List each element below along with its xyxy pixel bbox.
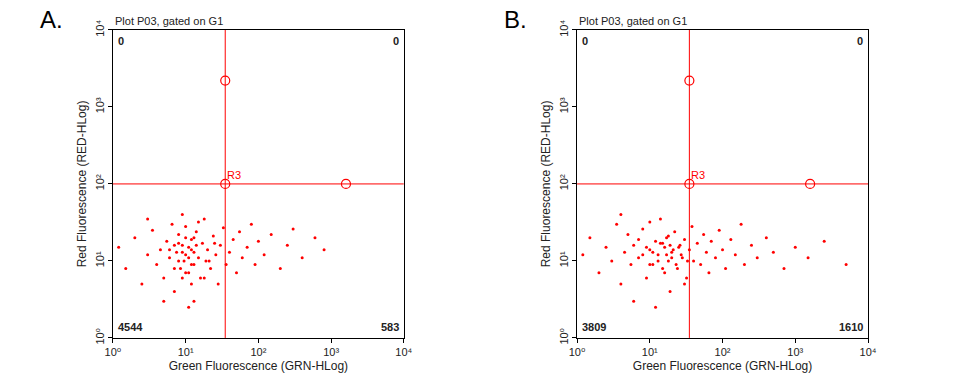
svg-text:10¹: 10¹ [642,346,658,358]
svg-text:0: 0 [393,35,399,47]
svg-text:A.: A. [40,6,63,33]
svg-text:Green Fluorescence (GRN-HLog): Green Fluorescence (GRN-HLog) [633,359,812,373]
svg-text:0: 0 [582,35,588,47]
svg-text:10³: 10³ [94,97,106,113]
svg-text:R3: R3 [691,169,705,181]
svg-text:0: 0 [857,35,863,47]
svg-text:10¹: 10¹ [558,251,570,267]
svg-text:Plot P03, gated on G1: Plot P03, gated on G1 [579,15,687,27]
svg-text:10⁴: 10⁴ [860,346,877,358]
svg-text:10²: 10² [250,346,266,358]
svg-text:4544: 4544 [118,321,143,333]
svg-text:10⁰: 10⁰ [105,346,122,358]
svg-text:10⁰: 10⁰ [94,327,106,344]
svg-text:B.: B. [504,6,527,33]
svg-text:10¹: 10¹ [178,346,194,358]
svg-text:Red Fluorescence (RED-HLog): Red Fluorescence (RED-HLog) [75,101,89,268]
svg-text:10³: 10³ [787,346,803,358]
svg-text:R3: R3 [227,169,241,181]
svg-text:3809: 3809 [582,321,606,333]
svg-text:Green Fluorescence (GRN-HLog): Green Fluorescence (GRN-HLog) [169,359,348,373]
svg-text:Red Fluorescence (RED-HLog): Red Fluorescence (RED-HLog) [539,101,553,268]
svg-text:10²: 10² [715,346,731,358]
svg-text:10⁴: 10⁴ [395,346,412,358]
svg-text:10²: 10² [94,174,106,190]
svg-text:10⁴: 10⁴ [558,20,570,37]
svg-text:1610: 1610 [839,321,863,333]
svg-text:10¹: 10¹ [94,251,106,267]
svg-text:10³: 10³ [323,346,339,358]
svg-text:10⁰: 10⁰ [558,327,570,344]
svg-text:10²: 10² [558,174,570,190]
svg-text:10³: 10³ [558,97,570,113]
svg-text:Plot P03, gated on G1: Plot P03, gated on G1 [115,15,223,27]
svg-text:10⁰: 10⁰ [569,346,586,358]
svg-text:10⁴: 10⁴ [94,20,106,37]
svg-text:583: 583 [381,321,399,333]
svg-text:0: 0 [118,35,124,47]
